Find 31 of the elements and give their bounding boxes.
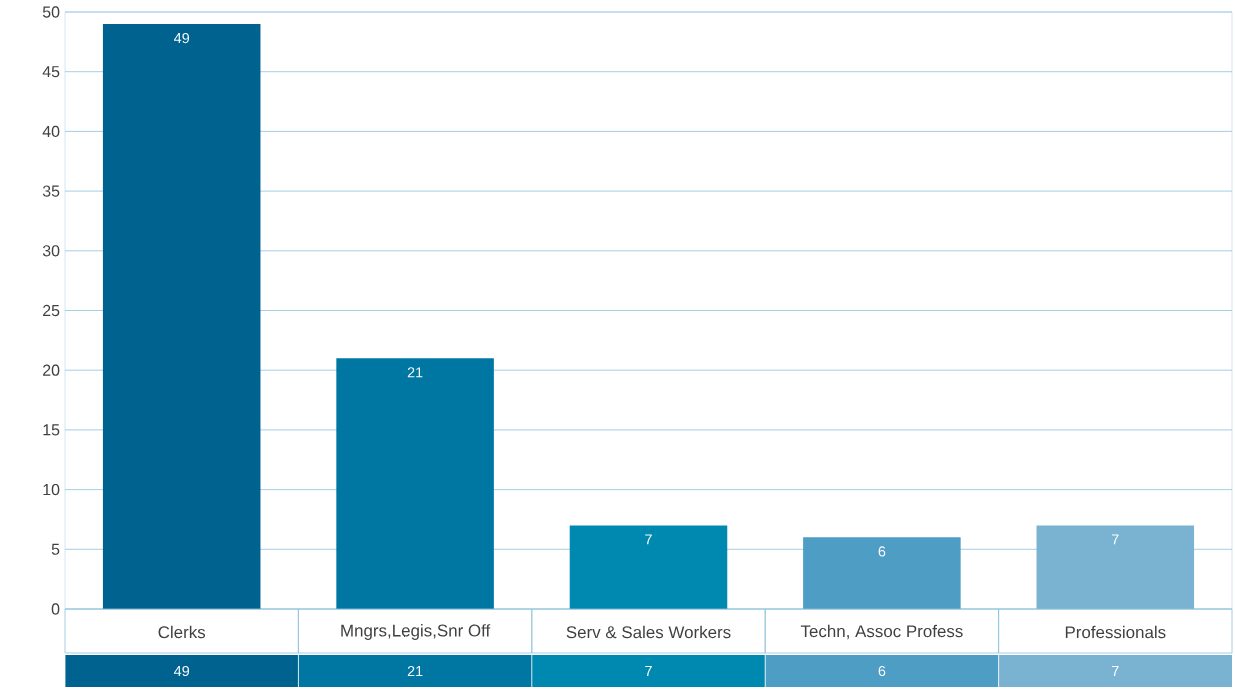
y-tick-label: 35	[42, 185, 60, 197]
x-tick-label: Mngrs,Legis,Snr Off	[341, 624, 491, 640]
data-label: 6	[878, 546, 886, 557]
y-tick-label: 0	[51, 603, 60, 615]
bar	[569, 525, 728, 609]
data-label: 49	[173, 32, 190, 44]
text: 7	[645, 666, 652, 676]
y-tick-label: 15	[43, 424, 60, 436]
bar	[102, 23, 261, 609]
text: 6	[878, 665, 886, 677]
data-label: 21	[407, 367, 423, 378]
y-tick-label: 45	[42, 66, 60, 78]
y-tick-label: 30	[42, 245, 60, 257]
y-tick-label: 40	[42, 125, 60, 138]
y-tick-label: 5	[51, 543, 60, 555]
y-tick-label: 20	[43, 364, 60, 376]
text: 49	[174, 665, 190, 677]
x-tick-label: Professionals	[1065, 625, 1166, 639]
y-tick-label: 10	[43, 483, 60, 496]
x-tick-label: Techn, Assoc Profess	[800, 624, 963, 640]
bar	[336, 358, 494, 609]
y-tick-label: 25	[43, 304, 60, 317]
data-label: 7	[1112, 534, 1119, 545]
x-tick-label: Clerks	[158, 625, 206, 639]
bar	[1036, 525, 1195, 609]
x-tick-label: Serv & Sales Workers	[566, 625, 731, 639]
data-label: 7	[645, 534, 652, 545]
bar	[803, 537, 961, 609]
text: 7	[1112, 666, 1119, 676]
y-tick-label: 50	[42, 6, 60, 18]
text: 21	[407, 665, 423, 677]
